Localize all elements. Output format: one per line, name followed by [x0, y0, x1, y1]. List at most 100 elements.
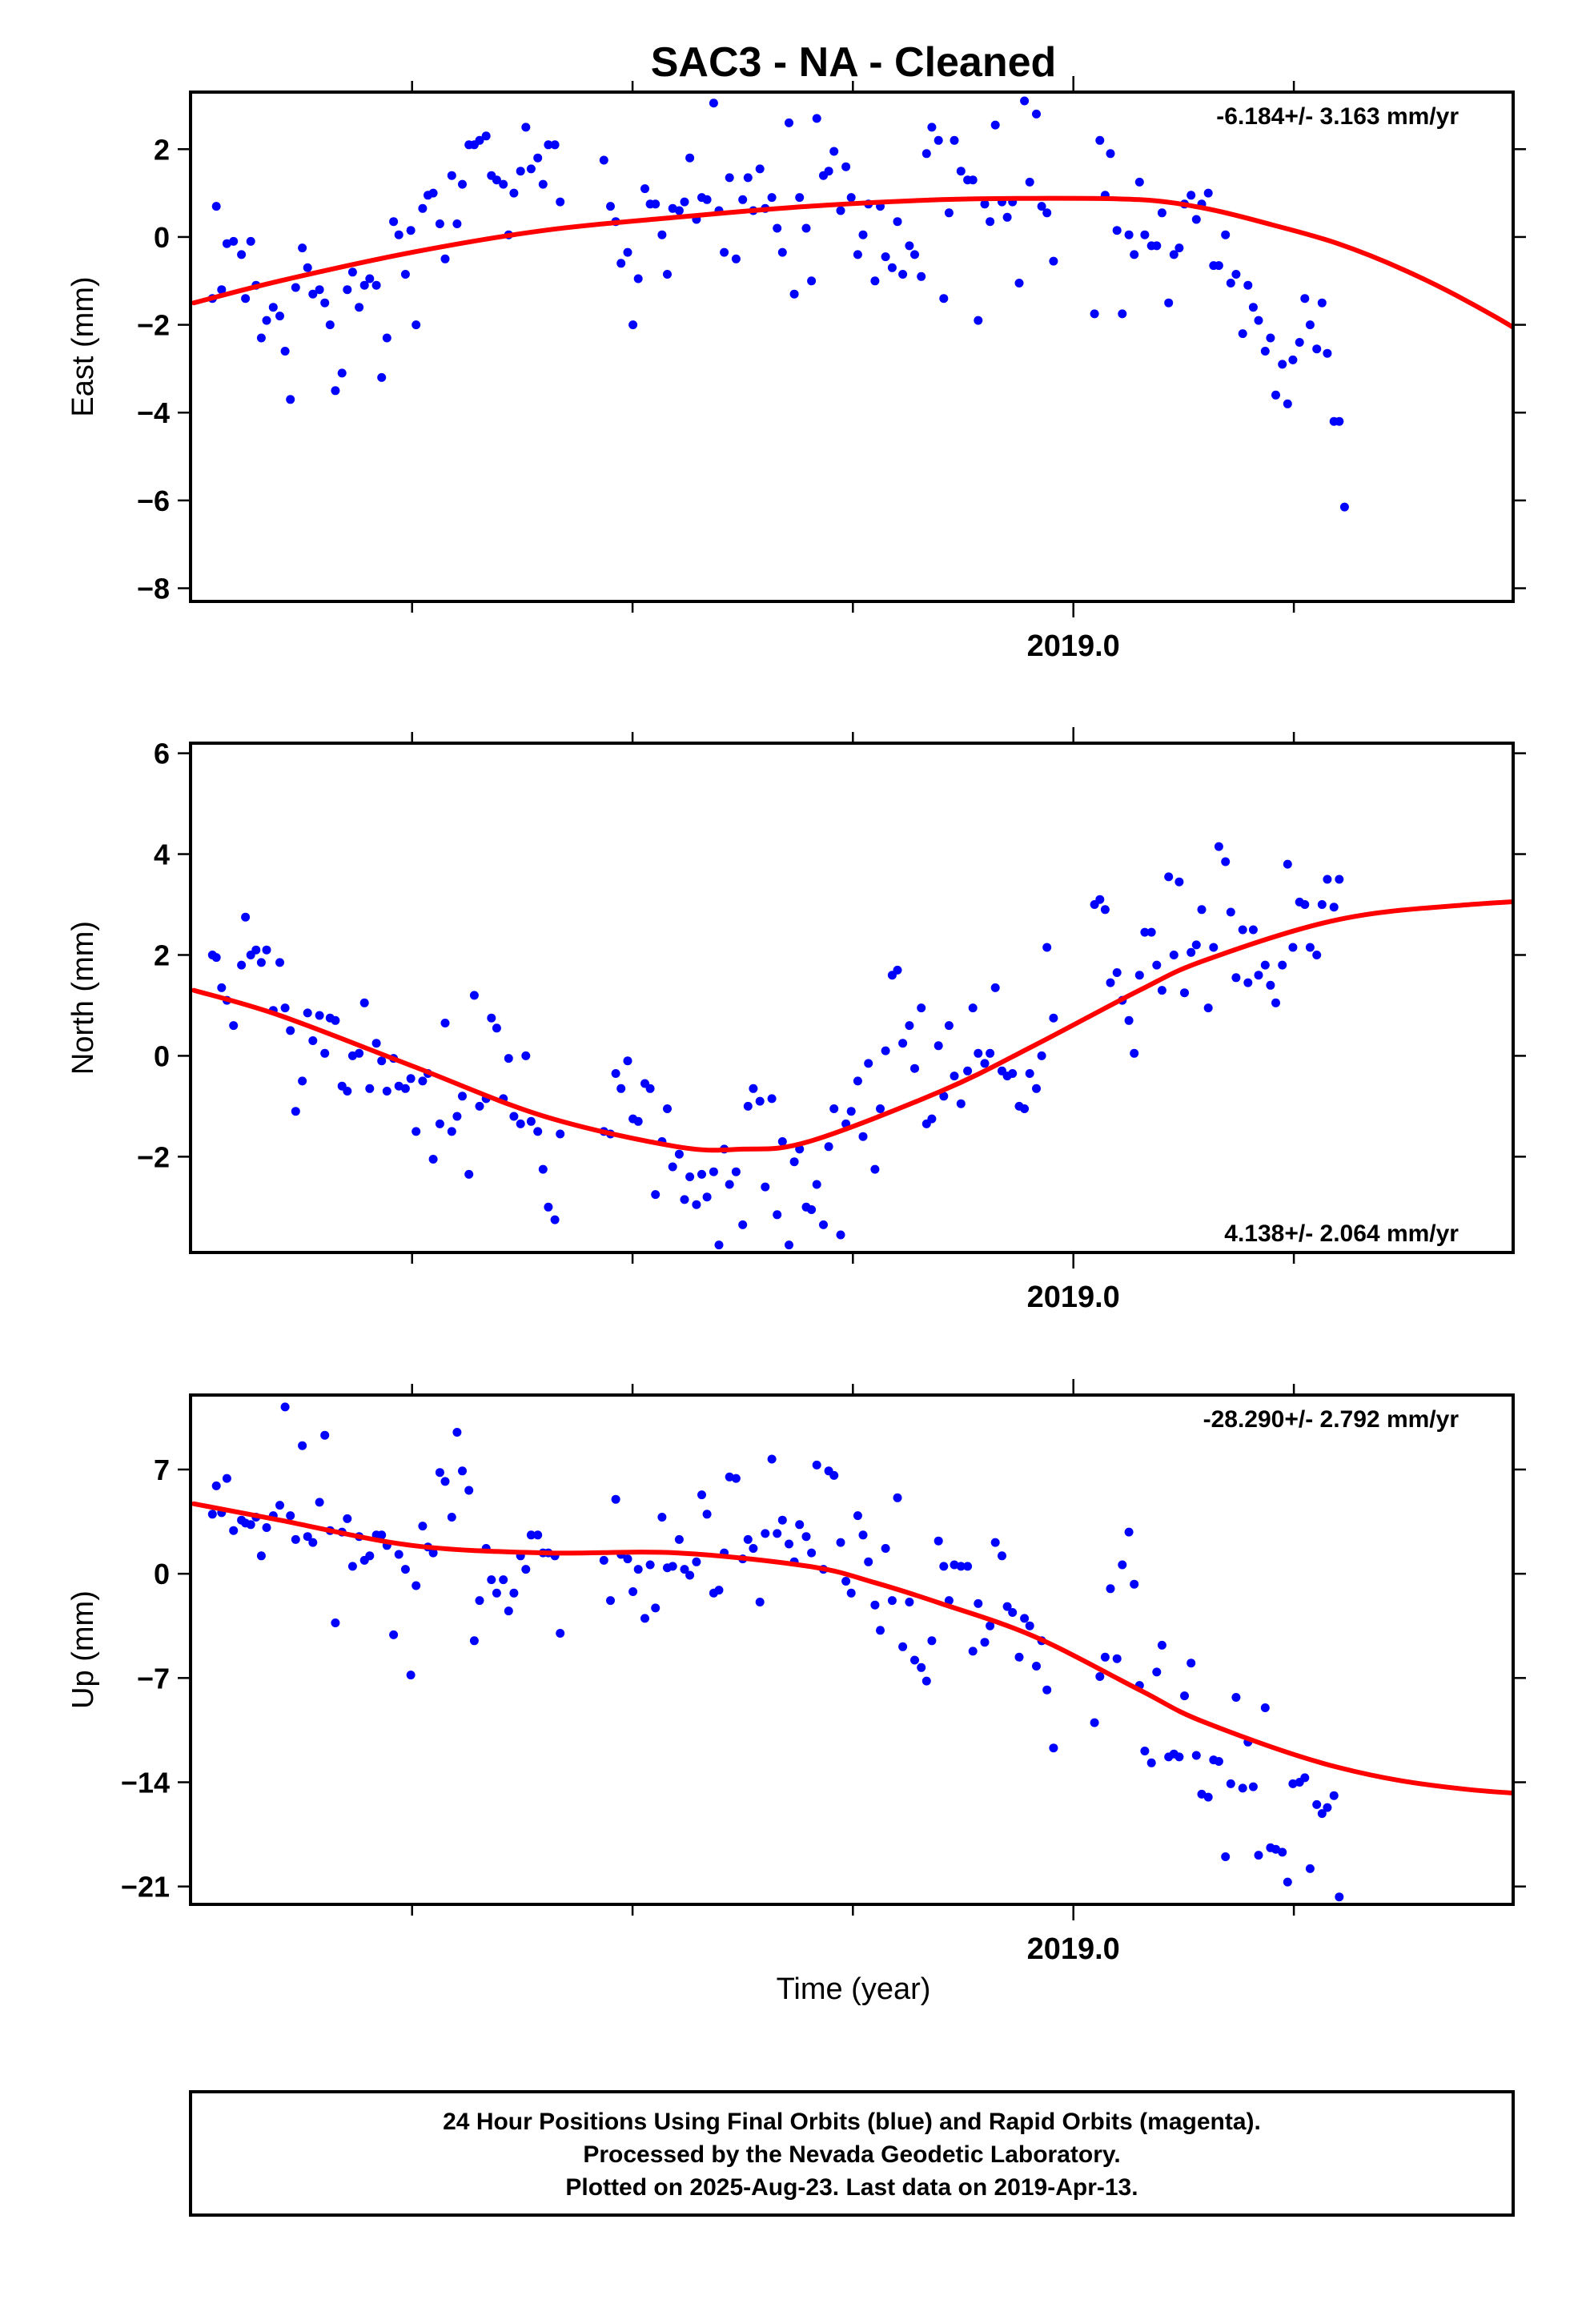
- north-data-point: [1323, 875, 1332, 884]
- north-data-point: [371, 1039, 381, 1048]
- up-y-tick-label: −21: [121, 1871, 170, 1904]
- north-data-point: [1271, 998, 1280, 1007]
- east-data-point: [1288, 355, 1298, 364]
- east-data-point: [1140, 230, 1150, 239]
- east-data-point: [544, 140, 553, 150]
- east-data-point: [1106, 149, 1115, 159]
- east-data-point: [1317, 298, 1327, 308]
- east-data-point: [709, 99, 718, 108]
- up-data-point: [464, 1486, 474, 1495]
- east-data-point: [509, 188, 519, 198]
- north-data-point: [241, 912, 251, 922]
- north-data-point: [633, 1116, 643, 1126]
- east-data-point: [516, 167, 525, 176]
- east-data-point: [1134, 177, 1144, 187]
- up-data-point: [1214, 1757, 1223, 1766]
- east-data-point: [657, 230, 667, 239]
- up-data-point: [680, 1565, 689, 1574]
- north-data-point: [1100, 905, 1110, 915]
- up-data-point: [974, 1598, 983, 1608]
- north-data-point: [1209, 943, 1219, 952]
- north-data-point: [1278, 960, 1287, 970]
- east-data-point: [633, 274, 643, 283]
- up-data-point: [275, 1501, 284, 1510]
- east-data-point: [628, 320, 638, 330]
- north-data-point: [556, 1129, 565, 1139]
- east-data-point: [824, 167, 833, 176]
- north-data-point: [680, 1195, 689, 1204]
- up-data-point: [628, 1587, 638, 1596]
- north-data-point: [749, 1084, 758, 1093]
- up-data-point: [640, 1614, 649, 1623]
- north-data-point: [761, 1182, 770, 1192]
- east-data-point: [1037, 202, 1046, 211]
- east-data-point: [337, 368, 347, 378]
- east-data-point: [1186, 191, 1196, 200]
- up-data-point: [377, 1530, 387, 1540]
- north-data-point: [475, 1101, 484, 1111]
- up-rate-annotation: -28.290+/- 2.792 mm/yr: [1203, 1406, 1460, 1433]
- up-data-point: [347, 1562, 357, 1571]
- up-data-point: [1238, 1783, 1247, 1793]
- east-data-point: [1112, 226, 1122, 235]
- up-data-point: [1221, 1852, 1231, 1861]
- east-y-tick-label: −6: [137, 485, 170, 517]
- north-data-point: [910, 1063, 919, 1073]
- east-data-point: [521, 123, 531, 132]
- footer-line-2: Processed by the Nevada Geodetic Laborat…: [583, 2141, 1120, 2168]
- east-data-point: [286, 395, 295, 404]
- up-data-point: [1271, 1844, 1280, 1854]
- north-data-point: [1174, 877, 1184, 887]
- up-data-point: [1020, 1614, 1030, 1623]
- north-data-point: [412, 1127, 421, 1136]
- north-data-point: [1106, 978, 1115, 987]
- up-data-point: [211, 1481, 221, 1490]
- footer-line-3: Plotted on 2025-Aug-23. Last data on 201…: [565, 2174, 1138, 2201]
- east-data-point: [418, 203, 428, 213]
- up-data-point: [343, 1514, 352, 1523]
- east-data-point: [807, 276, 817, 286]
- north-data-point: [382, 1087, 391, 1096]
- up-data-point: [1191, 1751, 1201, 1760]
- up-data-point: [1197, 1789, 1207, 1799]
- east-data-point: [1020, 96, 1030, 106]
- up-data-point: [1260, 1703, 1270, 1712]
- north-data-point: [1203, 1003, 1213, 1013]
- north-data-point: [917, 1003, 926, 1013]
- up-data-point: [1283, 1877, 1292, 1887]
- up-data-point: [905, 1598, 914, 1606]
- up-data-point: [611, 1494, 620, 1504]
- up-data-point: [917, 1663, 926, 1672]
- up-data-point: [777, 1515, 787, 1525]
- up-data-point: [556, 1629, 565, 1638]
- north-data-point: [819, 1220, 828, 1229]
- east-data-point: [841, 162, 851, 171]
- east-data-point: [303, 263, 312, 272]
- north-data-point: [286, 1026, 295, 1035]
- north-data-point: [616, 1084, 626, 1093]
- east-data-point: [1226, 279, 1235, 287]
- east-data-point: [905, 241, 914, 251]
- east-data-point: [956, 167, 966, 176]
- up-data-point: [1180, 1691, 1189, 1701]
- up-data-point: [761, 1529, 770, 1538]
- east-data-point: [1203, 188, 1213, 198]
- north-data-point: [986, 1048, 995, 1058]
- north-data-point: [968, 1003, 978, 1013]
- up-data-point: [394, 1550, 404, 1559]
- up-data-point: [876, 1626, 885, 1635]
- north-data-point: [1164, 872, 1174, 882]
- east-data-point: [1300, 294, 1310, 304]
- up-data-point: [1312, 1799, 1322, 1809]
- east-y-tick-label: 2: [154, 133, 170, 166]
- north-y-tick-label: 6: [154, 738, 170, 770]
- up-data-point: [286, 1511, 295, 1521]
- north-data-point: [1049, 1013, 1058, 1023]
- east-data-point: [950, 135, 959, 145]
- east-data-point: [836, 206, 845, 215]
- figure-title: SAC3 - NA - Cleaned: [651, 39, 1057, 86]
- east-data-point: [1295, 338, 1304, 347]
- north-data-point: [1300, 900, 1310, 909]
- x-axis-label: Time (year): [777, 1972, 931, 2006]
- up-data-point: [785, 1539, 793, 1549]
